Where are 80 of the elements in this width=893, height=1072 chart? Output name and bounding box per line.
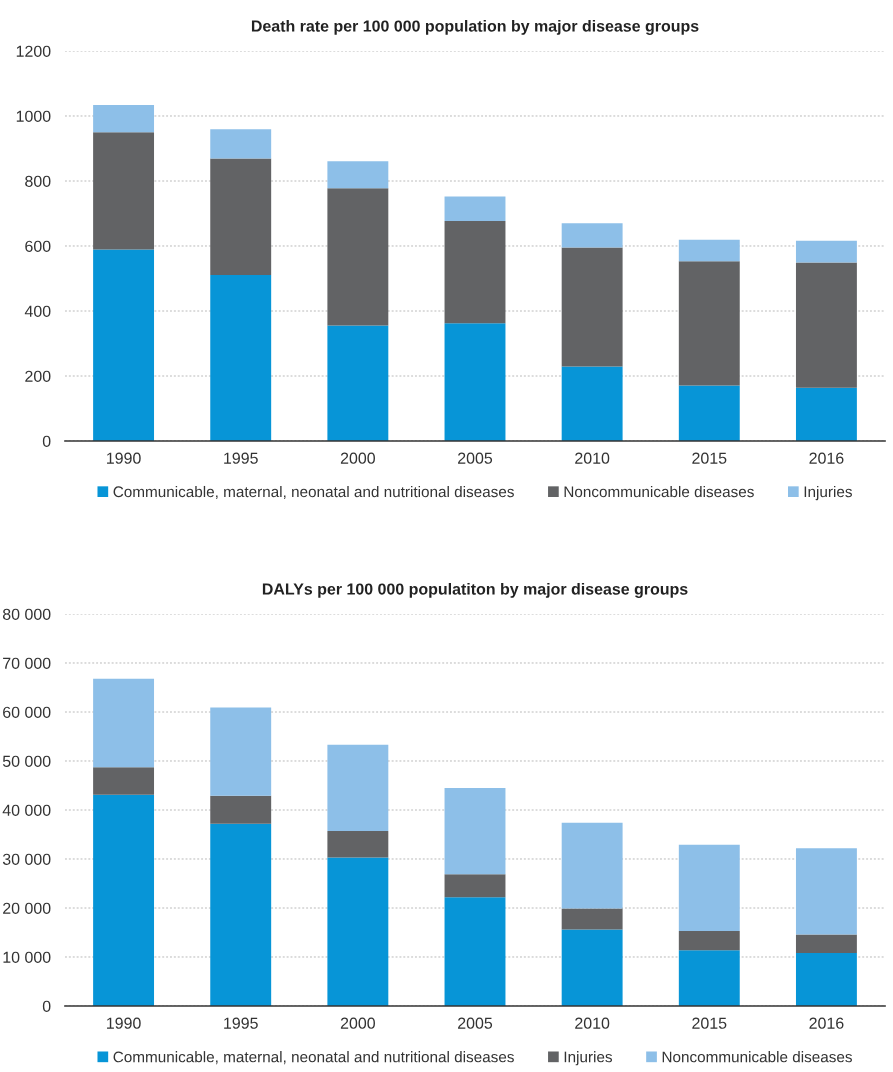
bar xyxy=(561,223,623,248)
bar xyxy=(93,678,155,768)
bar xyxy=(444,897,506,1006)
bar xyxy=(93,767,155,795)
x-tick-label: 1995 xyxy=(224,1017,258,1029)
bar xyxy=(678,931,740,951)
x-tick-label: 2015 xyxy=(692,452,727,464)
y-tick-label: 0 xyxy=(42,1000,51,1012)
y-tick-label: 400 xyxy=(24,305,51,317)
x-tick-label: 2000 xyxy=(340,1017,375,1029)
y-tick-label: 10 000 xyxy=(3,951,51,963)
y-tick-label: 40 000 xyxy=(2,804,51,816)
x-tick-label: 2010 xyxy=(575,452,610,464)
bar xyxy=(678,261,740,386)
x-tick-label: 1990 xyxy=(107,452,141,464)
x-tick-label: 1995 xyxy=(224,452,258,464)
bar xyxy=(210,274,272,441)
bar xyxy=(93,132,155,250)
legend-label: Communicable, maternal, neonatal and nutritional diseases xyxy=(113,485,514,499)
legend-label: Injuries xyxy=(804,485,852,501)
x-tick-label: 2015 xyxy=(692,1017,727,1029)
bar xyxy=(561,929,623,1006)
bar xyxy=(795,934,857,954)
bar xyxy=(561,908,623,930)
bar xyxy=(678,844,740,932)
bar xyxy=(327,188,389,326)
y-tick-label: 1200 xyxy=(16,45,51,57)
y-tick-label: 80 000 xyxy=(2,608,51,620)
bar xyxy=(678,950,740,1006)
bar xyxy=(327,161,389,189)
bar xyxy=(678,239,740,262)
y-tick-label: 50 000 xyxy=(2,755,51,767)
x-tick-label: 1990 xyxy=(107,1017,141,1029)
bar xyxy=(678,385,740,441)
bar xyxy=(93,794,155,1006)
x-tick-label: 2016 xyxy=(809,452,844,464)
bar xyxy=(327,744,389,832)
bar xyxy=(561,822,623,909)
bar xyxy=(795,262,857,388)
y-tick-label: 70 000 xyxy=(3,657,51,669)
y-tick-label: 30 000 xyxy=(2,853,51,865)
bar xyxy=(210,823,272,1006)
bar xyxy=(444,196,506,221)
bar xyxy=(327,831,389,858)
y-tick-label: 20 000 xyxy=(3,902,51,914)
chart-title: Death rate per 100 000 population by major disease groups xyxy=(251,19,699,35)
x-tick-label: 2005 xyxy=(458,452,493,464)
legend-label: Injuries xyxy=(564,1051,613,1066)
chart-title: DALYs per 100 000 populatiton by major disease groups xyxy=(262,582,688,598)
y-tick-label: 0 xyxy=(42,435,51,447)
bar xyxy=(210,129,272,159)
bar xyxy=(327,857,389,1006)
legend-label: Noncommunicable diseases xyxy=(564,485,754,498)
y-tick-label: 200 xyxy=(25,370,51,382)
bar xyxy=(795,848,857,935)
bar xyxy=(795,953,857,1006)
bar xyxy=(444,220,506,324)
bar xyxy=(444,874,506,898)
x-tick-label: 2000 xyxy=(340,452,375,464)
bar xyxy=(561,247,623,367)
bar xyxy=(795,387,857,441)
bar xyxy=(561,366,623,441)
bar xyxy=(210,795,272,824)
y-tick-label: 1000 xyxy=(16,110,51,122)
bar xyxy=(93,249,155,441)
bar xyxy=(93,104,155,133)
x-tick-label: 2016 xyxy=(809,1017,844,1029)
bar xyxy=(444,787,506,875)
bar xyxy=(210,707,272,796)
bar xyxy=(444,323,506,441)
bar xyxy=(795,240,857,263)
y-tick-label: 600 xyxy=(25,240,51,252)
legend-label: Noncommunicable diseases xyxy=(662,1051,852,1063)
bar xyxy=(210,158,272,275)
y-tick-label: 800 xyxy=(25,175,51,187)
legend-label: Communicable, maternal, neonatal and nutritional diseases xyxy=(113,1051,514,1065)
x-tick-label: 2005 xyxy=(458,1017,493,1029)
bar xyxy=(327,325,389,441)
y-tick-label: 60 000 xyxy=(3,706,51,718)
x-tick-label: 2010 xyxy=(575,1017,610,1029)
